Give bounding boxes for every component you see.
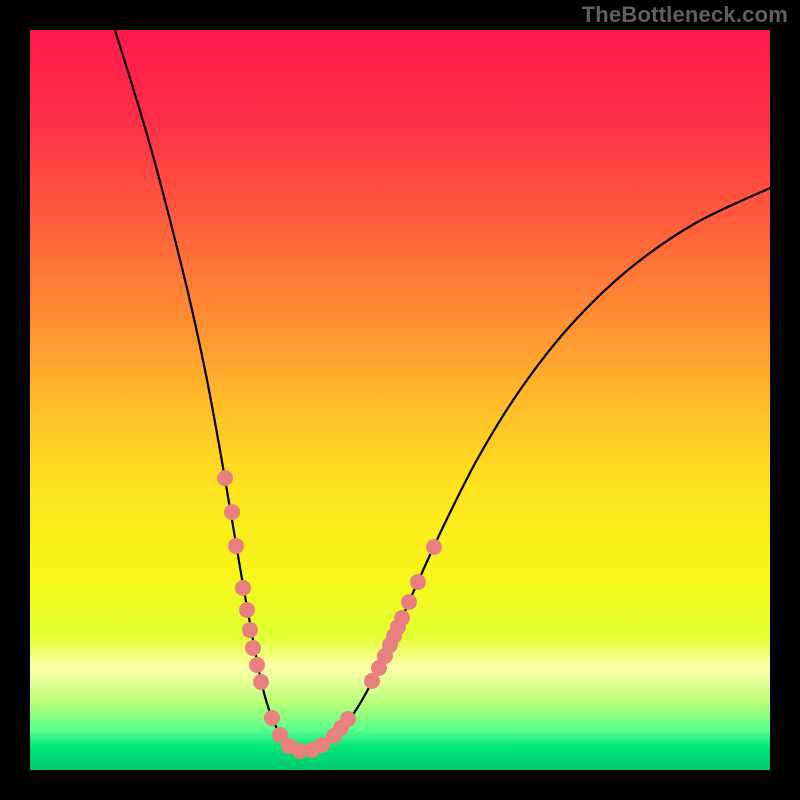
data-marker [427,540,442,555]
data-marker [246,641,261,656]
bottleneck-chart [0,0,800,800]
data-marker [265,711,280,726]
watermark-text: TheBottleneck.com [582,2,788,28]
data-marker [218,471,233,486]
data-marker [236,581,251,596]
plot-background-gradient [30,30,770,770]
data-marker [243,623,258,638]
data-marker [250,658,265,673]
data-marker [411,575,426,590]
data-marker [402,595,417,610]
data-marker [225,505,240,520]
data-marker [254,675,269,690]
data-marker [229,539,244,554]
data-marker [395,611,410,626]
data-marker [341,712,356,727]
data-marker [240,603,255,618]
